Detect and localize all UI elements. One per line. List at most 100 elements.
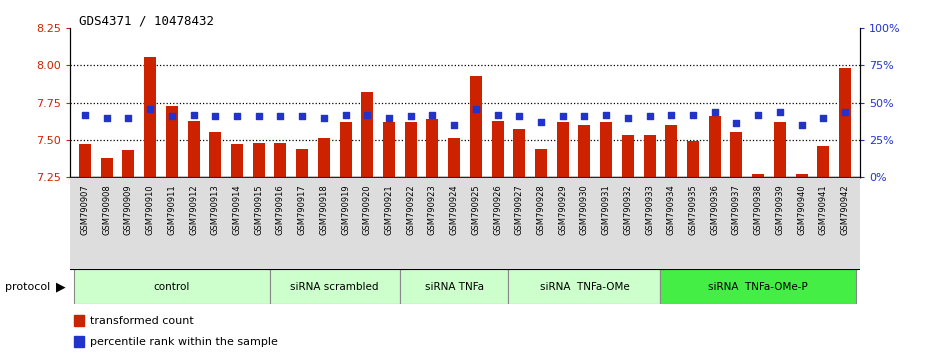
Text: siRNA  TNFa-OMe-P: siRNA TNFa-OMe-P [709, 282, 808, 292]
Text: GSM790929: GSM790929 [558, 184, 567, 235]
Bar [644, 135, 656, 177]
Bar [600, 122, 612, 177]
Bar [470, 76, 482, 177]
Point [339, 112, 353, 118]
Text: GSM790910: GSM790910 [146, 184, 154, 235]
Text: GSM790937: GSM790937 [732, 184, 741, 235]
Text: siRNA  TNFa-OMe: siRNA TNFa-OMe [539, 282, 630, 292]
Point [142, 106, 157, 112]
Text: GSM790922: GSM790922 [406, 184, 415, 235]
Bar [361, 92, 373, 177]
Bar [796, 174, 807, 177]
Point [534, 119, 549, 125]
Point [838, 109, 853, 114]
Bar [709, 116, 721, 177]
Text: siRNA scrambled: siRNA scrambled [290, 282, 379, 292]
Text: GSM790927: GSM790927 [515, 184, 524, 235]
Bar [144, 57, 156, 177]
Point [165, 113, 179, 119]
Text: control: control [153, 282, 190, 292]
Bar [817, 146, 830, 177]
Bar [492, 120, 503, 177]
Point [599, 112, 614, 118]
Text: GSM790911: GSM790911 [167, 184, 177, 235]
Point [685, 112, 700, 118]
Point [207, 113, 222, 119]
Text: GSM790931: GSM790931 [602, 184, 611, 235]
Text: GSM790939: GSM790939 [776, 184, 784, 235]
Point [816, 115, 830, 120]
Text: GSM790912: GSM790912 [189, 184, 198, 235]
Point [620, 115, 635, 120]
Bar [209, 132, 221, 177]
Text: percentile rank within the sample: percentile rank within the sample [89, 337, 277, 347]
Point [512, 113, 526, 119]
Text: protocol: protocol [5, 282, 50, 292]
Bar [535, 149, 547, 177]
Bar [274, 143, 286, 177]
Text: GSM790935: GSM790935 [688, 184, 698, 235]
Text: GSM790933: GSM790933 [645, 184, 654, 235]
Text: GSM790940: GSM790940 [797, 184, 806, 235]
Point [273, 113, 288, 119]
Bar [622, 135, 634, 177]
Bar [73, 315, 84, 326]
Text: GSM790923: GSM790923 [428, 184, 437, 235]
Bar [752, 174, 764, 177]
Text: GSM790919: GSM790919 [341, 184, 350, 235]
Bar [73, 336, 84, 347]
Text: GSM790914: GSM790914 [232, 184, 242, 235]
Text: GSM790928: GSM790928 [537, 184, 546, 235]
Bar [100, 158, 113, 177]
Bar [448, 138, 460, 177]
Point [794, 122, 809, 128]
Bar [427, 119, 438, 177]
Text: GDS4371 / 10478432: GDS4371 / 10478432 [79, 14, 214, 27]
Bar [839, 68, 851, 177]
Bar [400, 269, 509, 304]
Point [381, 115, 396, 120]
Text: GSM790942: GSM790942 [841, 184, 849, 235]
Bar [509, 269, 660, 304]
Bar [557, 122, 569, 177]
Text: GSM790934: GSM790934 [667, 184, 676, 235]
Text: GSM790925: GSM790925 [472, 184, 481, 235]
Bar [665, 125, 677, 177]
Text: GSM790936: GSM790936 [711, 184, 719, 235]
Bar [660, 269, 856, 304]
Bar [318, 138, 330, 177]
Bar [79, 144, 91, 177]
Point [773, 109, 788, 114]
Text: GSM790918: GSM790918 [319, 184, 328, 235]
Point [729, 121, 744, 126]
Point [295, 113, 310, 119]
Bar [687, 141, 699, 177]
Bar [578, 125, 591, 177]
Point [555, 113, 570, 119]
Point [404, 113, 418, 119]
Bar [74, 269, 270, 304]
Point [186, 112, 201, 118]
Point [751, 112, 765, 118]
Bar [270, 269, 400, 304]
Text: GSM790915: GSM790915 [254, 184, 263, 235]
Point [664, 112, 679, 118]
Bar [730, 132, 742, 177]
Text: GSM790908: GSM790908 [102, 184, 112, 235]
Point [230, 113, 245, 119]
Text: GSM790932: GSM790932 [623, 184, 632, 235]
Text: GSM790913: GSM790913 [211, 184, 219, 235]
Point [77, 112, 92, 118]
Text: GSM790920: GSM790920 [363, 184, 372, 235]
Text: GSM790926: GSM790926 [493, 184, 502, 235]
Text: ▶: ▶ [56, 280, 65, 293]
Point [490, 112, 505, 118]
Text: GSM790938: GSM790938 [753, 184, 763, 235]
Bar [405, 122, 417, 177]
Point [121, 115, 136, 120]
Point [577, 113, 591, 119]
Bar [123, 150, 134, 177]
Point [360, 112, 375, 118]
Point [425, 112, 440, 118]
Bar [166, 105, 178, 177]
